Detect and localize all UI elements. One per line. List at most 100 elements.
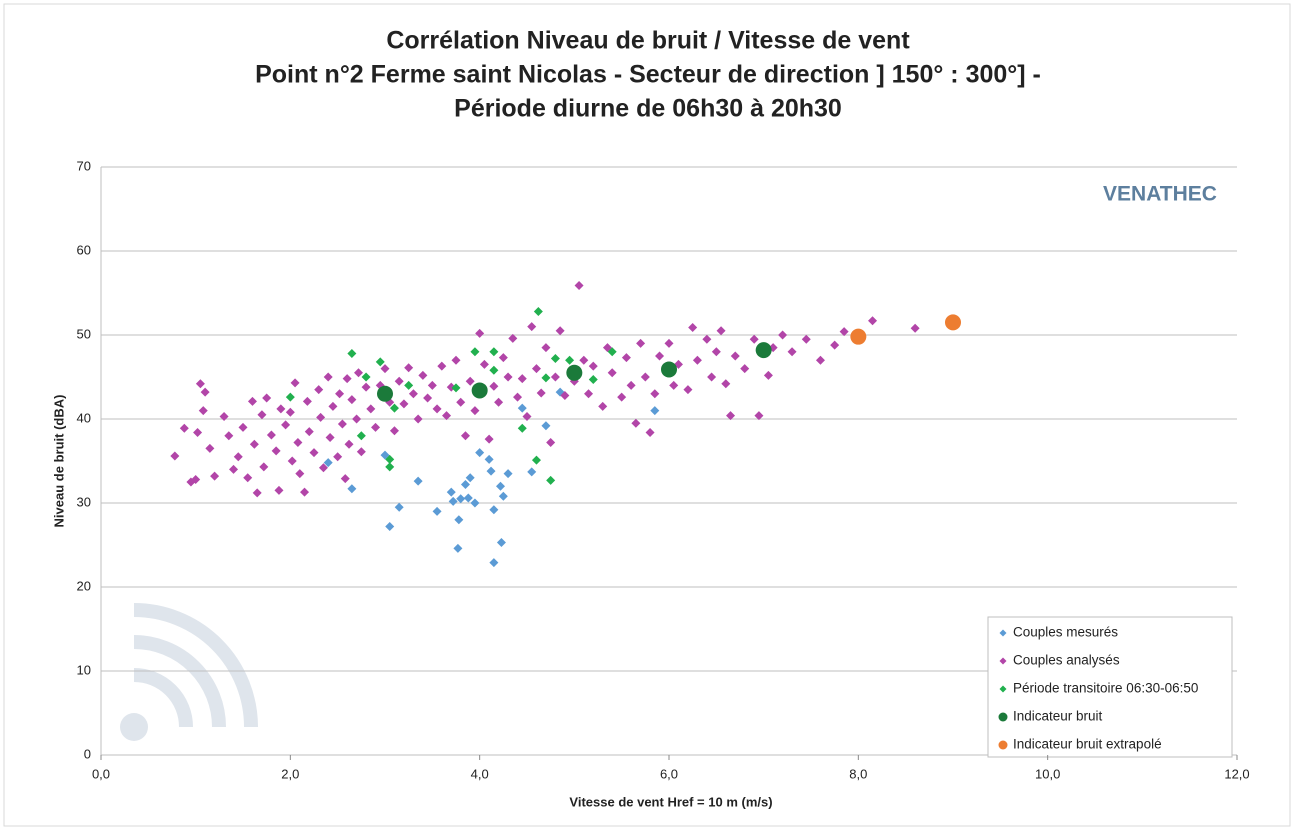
point (645, 427, 655, 437)
point (205, 443, 215, 453)
point (550, 372, 560, 382)
point (304, 427, 314, 437)
point (550, 354, 560, 364)
point (640, 372, 650, 382)
point (683, 385, 693, 395)
x-axis-label: Vitesse de vent Href = 10 m (m/s) (569, 794, 772, 809)
point (377, 385, 393, 402)
point (650, 406, 660, 416)
legend-label: Couples analysés (1013, 653, 1120, 668)
watermark (120, 603, 258, 741)
point (494, 397, 504, 407)
point (778, 330, 788, 340)
point (344, 439, 354, 449)
y-tick-label: 40 (77, 410, 91, 425)
point (361, 372, 371, 382)
point (249, 439, 259, 449)
point (484, 454, 494, 464)
point (517, 423, 527, 433)
point (664, 338, 674, 348)
point (418, 370, 428, 380)
point (446, 487, 456, 497)
point (541, 373, 551, 383)
point (193, 427, 203, 437)
point (356, 447, 366, 457)
point (527, 322, 537, 332)
point (179, 423, 189, 433)
x-tick-label: 4,0 (471, 766, 489, 781)
point (763, 370, 773, 380)
point (475, 448, 485, 458)
point (342, 374, 352, 384)
point (219, 411, 229, 421)
point (456, 494, 466, 504)
point (533, 306, 543, 316)
point (574, 280, 584, 290)
point (198, 406, 208, 416)
point (471, 382, 488, 399)
point (210, 471, 220, 481)
point (475, 328, 485, 338)
point (636, 338, 646, 348)
point (522, 411, 532, 421)
legend-label: Couples mesurés (1013, 625, 1118, 640)
point (389, 426, 399, 436)
point (489, 558, 499, 568)
point (465, 473, 475, 483)
point (300, 487, 310, 497)
point (754, 411, 764, 421)
point (489, 365, 499, 375)
point (454, 515, 464, 525)
legend-marker (999, 685, 1007, 693)
legend-marker (998, 740, 1008, 750)
point (427, 380, 437, 390)
point (293, 438, 303, 448)
point (607, 368, 617, 378)
point (371, 422, 381, 432)
point (451, 355, 461, 365)
point (385, 454, 395, 464)
point (404, 363, 414, 373)
point (531, 364, 541, 374)
point (465, 376, 475, 386)
point (318, 463, 328, 473)
point (503, 372, 513, 382)
y-tick-label: 60 (77, 242, 91, 257)
point (555, 326, 565, 336)
point (432, 404, 442, 414)
point (238, 422, 248, 432)
point (702, 334, 712, 344)
point (621, 353, 631, 363)
point (650, 389, 660, 399)
point (195, 379, 205, 389)
point (252, 488, 262, 498)
point (815, 355, 825, 365)
point (290, 378, 300, 388)
chart-title: Corrélation Niveau de bruit / Vitesse de… (386, 27, 910, 55)
x-tick-label: 10,0 (1035, 766, 1060, 781)
point (389, 403, 399, 413)
point (755, 342, 772, 359)
legend-label: Indicateur bruit (1013, 709, 1103, 724)
y-tick-label: 30 (77, 494, 91, 509)
point (495, 481, 505, 491)
point (333, 452, 343, 462)
point (631, 418, 641, 428)
point (325, 432, 335, 442)
point (460, 480, 470, 490)
point (191, 474, 201, 484)
point (787, 347, 797, 357)
point (281, 420, 291, 430)
point (352, 414, 362, 424)
point (945, 314, 961, 331)
point (626, 380, 636, 390)
point (479, 359, 489, 369)
point (257, 410, 267, 420)
point (655, 351, 665, 361)
point (271, 446, 281, 456)
point (560, 390, 570, 400)
point (546, 438, 556, 448)
point (437, 361, 447, 371)
chart-title: Point n°2 Ferme saint Nicolas - Secteur … (255, 61, 1041, 89)
